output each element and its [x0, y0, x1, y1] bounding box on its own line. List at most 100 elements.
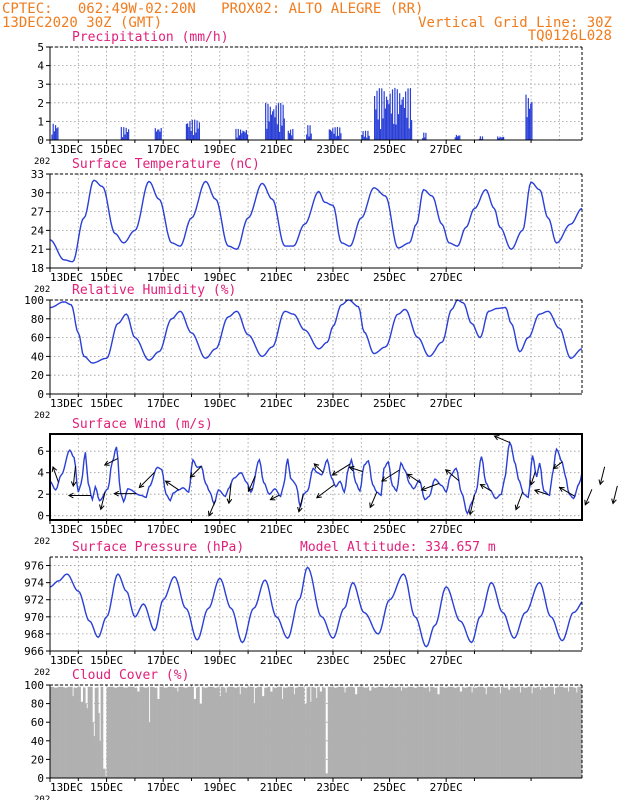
precip-bar	[336, 126, 339, 140]
precip-bar	[394, 87, 396, 140]
cloud-bar	[228, 686, 231, 778]
cloud-bar	[370, 690, 372, 778]
cloud-bar	[187, 686, 190, 778]
precip-bar	[187, 123, 189, 140]
cloud-bar	[218, 686, 220, 778]
panel-title: Surface Pressure (hPa)	[72, 540, 244, 555]
cloud-bar	[101, 686, 104, 778]
cloud-bar	[573, 687, 576, 778]
cloud-bar	[356, 694, 358, 778]
cloud-bar	[312, 687, 314, 778]
cloud-bar	[220, 686, 223, 778]
cloud-bar	[465, 687, 467, 778]
cloud-bar	[474, 687, 477, 778]
cloud-bar	[308, 686, 311, 778]
cloud-bar	[476, 687, 478, 778]
y-tick-label: 968	[24, 628, 44, 641]
cloud-bar	[114, 687, 117, 778]
precip-bar	[123, 127, 125, 140]
cloud-bar	[297, 687, 299, 778]
cloud-bar	[78, 686, 80, 778]
y-tick-label: 18	[31, 262, 44, 275]
cloud-bar	[324, 687, 326, 778]
cloud-bar	[284, 687, 286, 778]
x-tick-label: 21DEC	[260, 654, 293, 667]
cloud-bar	[126, 687, 128, 778]
cloud-bar	[544, 687, 546, 778]
series-line	[49, 440, 583, 516]
x-tick-label: 15DEC	[90, 523, 123, 536]
y-tick-label: 60	[31, 716, 44, 729]
cloud-bar	[278, 686, 280, 778]
cloud-bar	[477, 686, 479, 778]
cloud-bar	[553, 694, 556, 778]
wind-arrow-head	[420, 485, 427, 492]
cloud-bar	[480, 686, 483, 778]
cloud-bar	[72, 696, 74, 778]
cloud-bar	[124, 687, 126, 778]
precip-bar	[268, 121, 270, 140]
cloud-bar	[310, 701, 312, 778]
x-tick-label: 23DEC	[316, 654, 349, 667]
cloud-bar	[449, 686, 451, 778]
model-altitude: Model Altitude: 334.657 m	[300, 540, 496, 555]
precip-bar	[332, 128, 334, 140]
wind-arrow-head	[533, 488, 540, 495]
cloud-bar	[579, 686, 582, 778]
cloud-bar	[438, 694, 440, 778]
cloud-bar	[437, 694, 439, 778]
cloud-bar	[274, 687, 277, 778]
cloud-bar	[325, 773, 327, 778]
year-label: 202	[34, 668, 50, 678]
cloud-bar	[94, 687, 97, 778]
precip-bar	[57, 127, 59, 140]
cloud-bar	[305, 703, 307, 778]
cloud-bar	[510, 686, 512, 778]
cloud-bar	[81, 701, 84, 778]
precip-bar	[126, 132, 129, 140]
cloud-bar	[55, 687, 58, 778]
cloud-bar	[564, 687, 566, 778]
precip-bar	[498, 138, 500, 140]
cloud-bar	[472, 687, 475, 778]
cloud-bar	[234, 687, 237, 778]
precip-bar	[280, 102, 282, 140]
precip-bar	[382, 118, 384, 140]
precip-bar	[530, 103, 532, 140]
precip-bar	[361, 134, 363, 140]
wind-arrow-head	[99, 504, 105, 511]
cloud-bar	[341, 686, 344, 778]
y-tick-label: 80	[31, 698, 44, 711]
cloud-bar	[430, 686, 432, 778]
cloud-bar	[365, 687, 367, 778]
precip-bar	[367, 130, 369, 140]
precip-bar	[288, 133, 291, 140]
cloud-bar	[485, 694, 487, 778]
cloud-bar	[54, 687, 57, 778]
cloud-bar	[225, 692, 227, 778]
cloud-bar	[272, 687, 274, 778]
cloud-bar	[141, 686, 144, 778]
cloud-bar	[569, 686, 571, 778]
cloud-bar	[180, 686, 183, 778]
precip-bar	[265, 102, 267, 140]
cloud-bar	[323, 687, 325, 778]
cloud-bar	[501, 686, 504, 778]
cloud-bar	[358, 686, 360, 778]
cloud-bar	[266, 687, 269, 778]
cloud-bar	[157, 698, 159, 778]
cloud-bar	[578, 686, 580, 778]
x-tick-label: 17DEC	[147, 397, 180, 410]
x-tick-label: 13DEC	[50, 654, 83, 667]
cloud-bar	[263, 696, 265, 778]
panel-4	[46, 556, 583, 655]
cloud-bar	[493, 687, 496, 778]
cloud-bar	[359, 686, 362, 778]
cloud-bar	[139, 686, 141, 778]
cloud-bar	[53, 687, 56, 778]
y-tick-label: 2	[37, 97, 44, 110]
cloud-bar	[281, 698, 284, 778]
cloud-bar	[563, 687, 565, 778]
cloud-bar	[51, 686, 53, 778]
cloud-bar	[529, 686, 531, 778]
